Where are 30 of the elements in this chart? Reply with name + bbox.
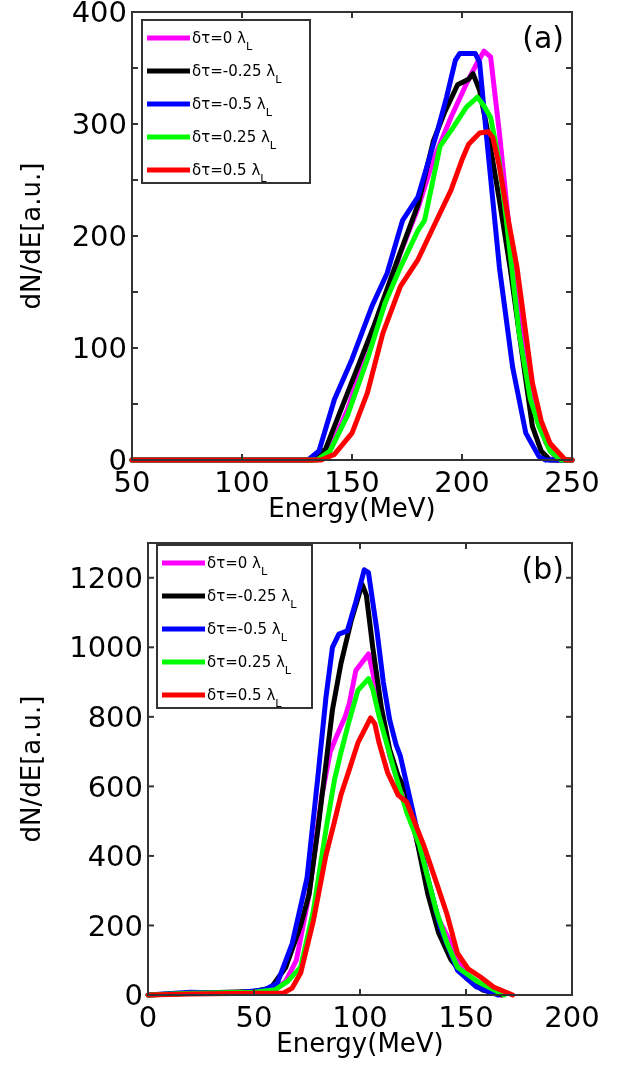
y-tick-label: 400 — [71, 0, 127, 30]
x-tick-label: 100 — [214, 465, 270, 499]
legend-label: δτ=0 λ$_{L}$ — [192, 29, 253, 53]
x-tick-label: 250 — [544, 465, 600, 499]
y-tick-label: 800 — [87, 700, 143, 734]
x-tick-label: 200 — [434, 465, 490, 499]
legend-label: δτ=0.5 λ$_{L}$ — [207, 686, 283, 710]
legend-label: δτ=-0.5 λ$_{L}$ — [192, 95, 273, 119]
y-tick-label: 200 — [87, 908, 143, 943]
x-tick-label: 200 — [544, 1000, 600, 1034]
y-tick-label: 100 — [71, 331, 127, 366]
y-tick-label: 300 — [71, 107, 127, 142]
legend-label: δτ=-0.25 λ$_{L}$ — [207, 587, 298, 611]
legend-label: δτ=-0.5 λ$_{L}$ — [207, 620, 288, 644]
legend-label: δτ=0.5 λ$_{L}$ — [192, 161, 268, 185]
legend-label: δτ=0.25 λ$_{L}$ — [207, 653, 292, 677]
annotation: (a) — [522, 20, 564, 55]
annotation: (b) — [521, 551, 564, 586]
y-tick-label: 1000 — [69, 630, 143, 665]
legend-label: δτ=0 λ$_{L}$ — [207, 554, 268, 578]
y-tick-label: 600 — [87, 769, 143, 804]
legend-label: δτ=0.25 λ$_{L}$ — [192, 128, 277, 152]
y-tick-label: 1200 — [69, 560, 143, 595]
y-tick-label: 400 — [87, 839, 143, 874]
x-tick-label: 50 — [235, 1000, 273, 1034]
y-axis-title: dN/dE[a.u.] — [16, 695, 46, 843]
y-tick-label: 200 — [71, 219, 127, 254]
y-axis-title: dN/dE[a.u.] — [16, 162, 46, 310]
x-axis-title: Energy(MeV) — [268, 493, 436, 523]
legend-label: δτ=-0.25 λ$_{L}$ — [192, 62, 283, 86]
